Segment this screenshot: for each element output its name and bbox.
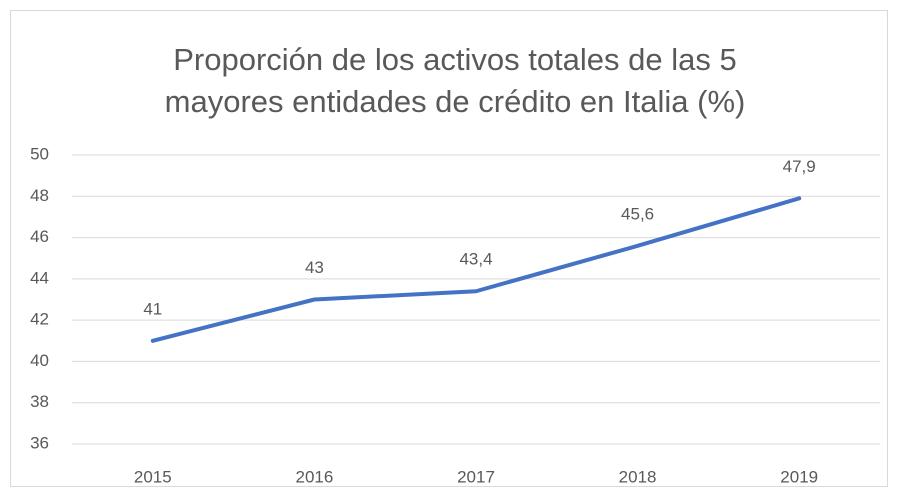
y-tick-label: 46 (30, 227, 49, 246)
chart-border (10, 10, 888, 487)
y-tick-label: 48 (30, 186, 49, 205)
y-tick-label: 38 (30, 392, 49, 411)
chart-title: Proporción de los activos totales de las… (173, 42, 736, 77)
data-label: 43,4 (459, 250, 492, 269)
chart-title: mayores entidades de crédito en Italia (… (165, 84, 746, 119)
x-tick-label: 2016 (295, 467, 333, 486)
y-tick-label: 50 (30, 144, 49, 163)
x-tick-label: 2018 (619, 467, 657, 486)
x-tick-label: 2019 (780, 467, 818, 486)
x-tick-label: 2017 (457, 467, 495, 486)
data-label: 45,6 (621, 204, 654, 223)
y-tick-label: 36 (30, 433, 49, 452)
data-label: 47,9 (783, 157, 816, 176)
data-label: 43 (305, 258, 324, 277)
y-tick-label: 44 (30, 268, 49, 287)
data-line (150, 196, 802, 343)
y-tick-label: 42 (30, 310, 49, 329)
data-label: 41 (143, 299, 162, 318)
x-tick-label: 2015 (134, 467, 172, 486)
y-tick-label: 40 (30, 351, 49, 370)
